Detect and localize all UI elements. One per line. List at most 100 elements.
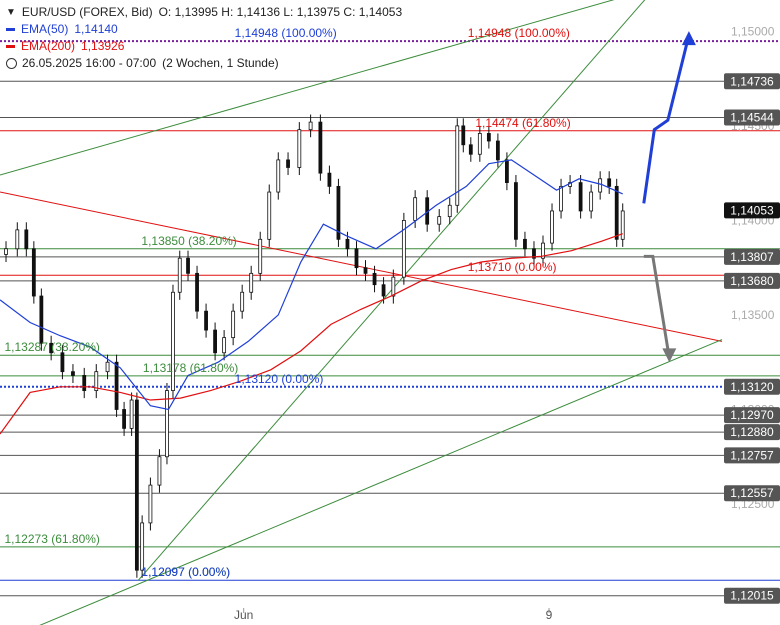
candle-body-54 — [486, 133, 491, 142]
ema50-line — [0, 159, 623, 411]
candle-body-68 — [614, 185, 619, 240]
ema200-label: EMA(200) — [21, 39, 76, 53]
candle-body-62 — [559, 185, 563, 212]
candle-body-32 — [276, 159, 281, 193]
candle-body-24 — [204, 310, 208, 331]
fib-label-2: 1,13710 (0.00%) — [468, 260, 557, 274]
candle-body-31 — [267, 191, 272, 240]
candle-body-28 — [240, 291, 245, 312]
fib-label-4: 1,13287 (38.20%) — [5, 340, 100, 354]
candle-body-22 — [186, 257, 190, 274]
candle-body-55 — [495, 140, 500, 161]
chevron-down-icon[interactable]: ▼ — [6, 7, 16, 18]
candle-body-35 — [308, 121, 313, 131]
price-box-3 — [724, 248, 780, 265]
price-box-2 — [724, 202, 780, 219]
candle-body-64 — [578, 182, 583, 212]
fib-label-7: 1,12097 (0.00%) — [141, 565, 230, 579]
candle-body-34 — [297, 129, 302, 168]
chart-legend: ▼ EUR/USD (FOREX, Bid) O: 1,13995 H: 1,1… — [6, 4, 402, 72]
candle-body-61 — [550, 210, 554, 244]
candle-body-1 — [4, 248, 8, 255]
ema200-value: 1,13926 — [81, 39, 125, 53]
fib-label-3: 1,13850 (38.20%) — [141, 234, 236, 248]
candle-body-56 — [505, 159, 509, 183]
candle-body-7 — [60, 352, 65, 373]
candle-body-2 — [15, 229, 20, 250]
candle-body-50 — [455, 125, 460, 206]
candle-body-26 — [222, 337, 227, 354]
candle-body-45 — [401, 220, 406, 278]
price-box-10 — [724, 587, 780, 604]
price-box-0 — [724, 73, 780, 90]
trendline-3 — [39, 339, 723, 625]
candle-body-46 — [413, 197, 418, 221]
legend-title-row: ▼ EUR/USD (FOREX, Bid) O: 1,13995 H: 1,1… — [6, 4, 402, 21]
projection-down-arrow — [643, 254, 671, 359]
arrow-down-head-icon — [662, 348, 677, 363]
legend-ema200[interactable]: EMA(200) 1,13926 — [6, 38, 402, 55]
candle-body-48 — [437, 216, 442, 225]
candle-body-6 — [49, 342, 54, 354]
candle-body-37 — [327, 172, 332, 187]
candle-body-29 — [249, 272, 254, 293]
ohlc-values: O: 1,13995 H: 1,14136 L: 1,13975 C: 1,14… — [158, 5, 403, 19]
candle-body-19 — [165, 390, 169, 458]
candle-body-27 — [231, 310, 236, 339]
fib-label-0: 1,14948 (100.00%) — [468, 26, 570, 40]
ema200-swatch-icon — [6, 45, 15, 48]
price-box-label-9: 1,12557 — [730, 486, 774, 500]
ema50-swatch-icon — [6, 28, 15, 31]
candle-body-8 — [71, 371, 75, 376]
price-box-label-4: 1,13680 — [730, 274, 774, 288]
ema50-label: EMA(50) — [21, 22, 69, 36]
ema50-value: 1,14140 — [74, 22, 118, 36]
candle-body-25 — [213, 329, 217, 354]
price-box-7 — [724, 424, 780, 441]
candle-body-52 — [468, 144, 473, 155]
candle-body-17 — [148, 484, 153, 524]
candle-body-42 — [372, 272, 377, 286]
candle-body-12 — [114, 361, 119, 410]
candle-body-57 — [514, 182, 518, 240]
projection-up-arrow — [642, 34, 691, 204]
candle-body-67 — [607, 178, 612, 187]
fib-label-6: 1,12273 (61.80%) — [5, 532, 100, 546]
instrument-title: EUR/USD (FOREX, Bid) — [21, 5, 153, 19]
fib-label-10: 1,14948 (100.00%) — [235, 26, 337, 40]
price-box-label-2: 1,14053 — [730, 203, 774, 217]
candle-body-39 — [345, 238, 350, 250]
candle-body-14 — [129, 399, 134, 429]
candle-body-9 — [82, 375, 87, 391]
candle-body-38 — [336, 185, 341, 240]
candle-body-13 — [122, 409, 126, 429]
candle-body-69 — [620, 210, 625, 240]
candle-body-43 — [381, 284, 386, 297]
candle-body-5 — [39, 295, 44, 344]
price-box-5 — [724, 378, 780, 395]
price-box-label-3: 1,13807 — [730, 250, 774, 264]
legend-ema50[interactable]: EMA(50) 1,14140 — [6, 21, 402, 38]
price-box-6 — [724, 407, 780, 424]
candle-body-4 — [31, 248, 36, 297]
price-box-label-6: 1,12970 — [730, 408, 774, 422]
candle-body-10 — [94, 371, 99, 391]
candle-body-3 — [24, 229, 29, 250]
fib-label-8: 1,13120 (0.00%) — [235, 372, 324, 386]
candle-body-40 — [354, 248, 359, 269]
candle-body-49 — [447, 204, 452, 218]
candle-body-11 — [105, 361, 110, 373]
price-box-label-7: 1,12880 — [730, 425, 774, 439]
candle-body-16 — [140, 522, 145, 571]
candle-body-53 — [477, 133, 482, 155]
candle-body-23 — [195, 272, 199, 312]
legend-period: 26.05.2025 16:00 - 07:00 (2 Wochen, 1 St… — [6, 55, 402, 72]
candle-body-66 — [598, 178, 603, 193]
y-tick-label-0: 1,15000 — [731, 24, 775, 38]
candle-body-59 — [532, 248, 536, 259]
candle-body-20 — [171, 291, 175, 391]
candle-body-51 — [461, 125, 466, 146]
price-box-8 — [724, 447, 780, 464]
price-box-1 — [724, 109, 780, 126]
